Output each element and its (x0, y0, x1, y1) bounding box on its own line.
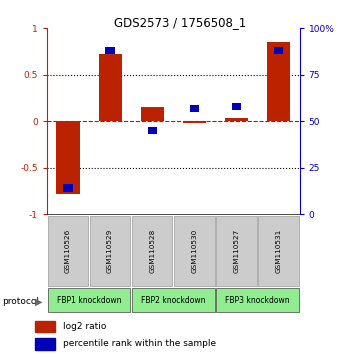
Text: percentile rank within the sample: percentile rank within the sample (63, 339, 216, 348)
Text: protocol: protocol (2, 297, 39, 306)
Text: ▶: ▶ (35, 297, 43, 307)
Bar (141, 107, 164, 121)
Bar (64, 184, 73, 192)
Bar (190, 104, 199, 112)
Text: GDS2573 / 1756508_1: GDS2573 / 1756508_1 (114, 16, 247, 29)
Bar (99, 54, 122, 121)
FancyBboxPatch shape (90, 216, 130, 286)
Bar (232, 103, 241, 110)
FancyBboxPatch shape (48, 216, 88, 286)
Text: GSM110526: GSM110526 (65, 228, 71, 273)
Text: GSM110527: GSM110527 (234, 228, 239, 273)
FancyBboxPatch shape (216, 288, 299, 312)
FancyBboxPatch shape (174, 216, 214, 286)
Bar (225, 119, 248, 121)
Bar (105, 47, 115, 54)
FancyBboxPatch shape (48, 288, 130, 312)
Text: GSM110530: GSM110530 (191, 228, 197, 273)
Text: log2 ratio: log2 ratio (63, 322, 106, 331)
Bar (56, 121, 79, 194)
Text: GSM110531: GSM110531 (275, 228, 282, 273)
Text: GSM110528: GSM110528 (149, 228, 155, 273)
Bar (35, 338, 55, 349)
FancyBboxPatch shape (258, 216, 299, 286)
Bar (148, 127, 157, 134)
FancyBboxPatch shape (216, 216, 257, 286)
Text: GSM110529: GSM110529 (107, 228, 113, 273)
Bar (183, 121, 206, 123)
Bar (35, 321, 55, 332)
Text: FBP2 knockdown: FBP2 knockdown (141, 296, 205, 304)
FancyBboxPatch shape (132, 288, 214, 312)
FancyBboxPatch shape (132, 216, 173, 286)
Text: FBP3 knockdown: FBP3 knockdown (225, 296, 290, 304)
Bar (267, 42, 290, 121)
Text: FBP1 knockdown: FBP1 knockdown (57, 296, 121, 304)
Bar (274, 47, 283, 54)
